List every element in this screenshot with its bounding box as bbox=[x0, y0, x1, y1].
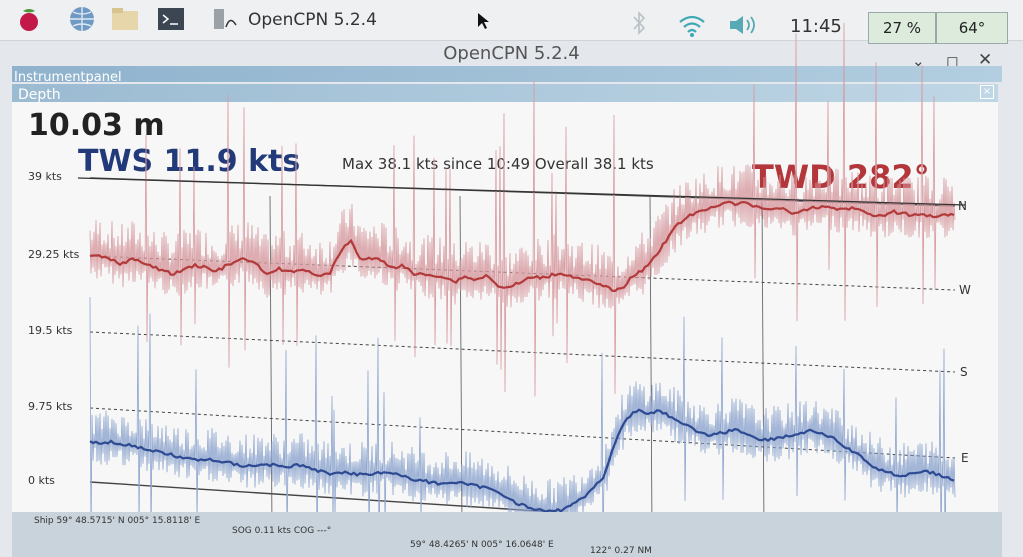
twd-raw-trace bbox=[89, 23, 956, 397]
tws-detail: Max 38.1 kts since 10:49 Overall 38.1 kt… bbox=[342, 155, 654, 173]
direction-tick-label: S bbox=[960, 365, 968, 379]
minimize-chevron-icon[interactable]: ⌄ bbox=[912, 52, 925, 70]
time-marker bbox=[761, 195, 765, 531]
depth-label: Depth bbox=[18, 87, 61, 103]
wifi-icon[interactable] bbox=[678, 14, 706, 38]
direction-tick-label: W bbox=[959, 283, 971, 297]
maximize-icon[interactable]: ◻ bbox=[946, 52, 959, 70]
header-rule bbox=[77, 177, 966, 206]
cursor-position: 59° 48.4265' N 005° 16.0648' E bbox=[410, 540, 554, 550]
battery-indicator[interactable]: 27 % bbox=[868, 12, 936, 44]
file-manager-icon[interactable] bbox=[110, 5, 140, 33]
y-tick-label: 0 kts bbox=[28, 474, 55, 487]
temperature-indicator[interactable]: 64° bbox=[936, 12, 1008, 44]
y-tick-label: 19.5 kts bbox=[28, 324, 73, 337]
y-tick-label: 39 kts bbox=[28, 170, 62, 183]
depth-value: 10.03 m bbox=[28, 108, 165, 143]
ship-position: Ship 59° 48.5715' N 005° 15.8118' E bbox=[34, 516, 201, 526]
tws-value: TWS 11.9 kts bbox=[78, 144, 301, 179]
time-marker bbox=[269, 195, 273, 531]
twd-line bbox=[89, 200, 955, 293]
clock[interactable]: 11:45 bbox=[790, 16, 842, 37]
sog-cog: SOG 0.11 kts COG ---° bbox=[232, 526, 332, 536]
terminal-icon[interactable] bbox=[156, 5, 186, 33]
tws-line bbox=[89, 408, 955, 513]
status-bar: Ship 59° 48.5715' N 005° 15.8118' E SOG … bbox=[12, 512, 1002, 557]
browser-globe-icon[interactable] bbox=[67, 5, 97, 33]
close-icon[interactable]: ✕ bbox=[978, 50, 993, 70]
y-tick-label: 9.75 kts bbox=[28, 400, 73, 413]
instrument-panel-title: Instrumentpanel bbox=[14, 70, 122, 85]
cursor-bearing: 122° 0.27 NM bbox=[590, 546, 652, 556]
grid-line bbox=[89, 331, 956, 373]
opencpn-app-icon[interactable] bbox=[212, 5, 242, 33]
depth-close-icon[interactable]: × bbox=[980, 85, 994, 99]
direction-tick-label: E bbox=[961, 451, 969, 465]
grid-line bbox=[89, 407, 956, 459]
taskbar: OpenCPN 5.2.4 11:45 27 % 64° bbox=[0, 0, 1023, 44]
volume-icon[interactable] bbox=[728, 14, 760, 36]
y-tick-label: 29.25 kts bbox=[28, 248, 80, 261]
raspberry-menu-icon[interactable] bbox=[14, 5, 44, 33]
direction-tick-label: N bbox=[958, 199, 967, 213]
depth-instrument-titlebar[interactable]: Depth × bbox=[12, 84, 998, 103]
tws-raw-trace bbox=[89, 297, 956, 557]
mouse-cursor-icon bbox=[478, 13, 489, 29]
taskbar-app-title[interactable]: OpenCPN 5.2.4 bbox=[248, 10, 377, 30]
bluetooth-icon[interactable] bbox=[632, 10, 646, 36]
instrument-panel-titlebar[interactable]: Instrumentpanel bbox=[12, 66, 1002, 85]
window-title: OpenCPN 5.2.4 bbox=[443, 43, 580, 64]
